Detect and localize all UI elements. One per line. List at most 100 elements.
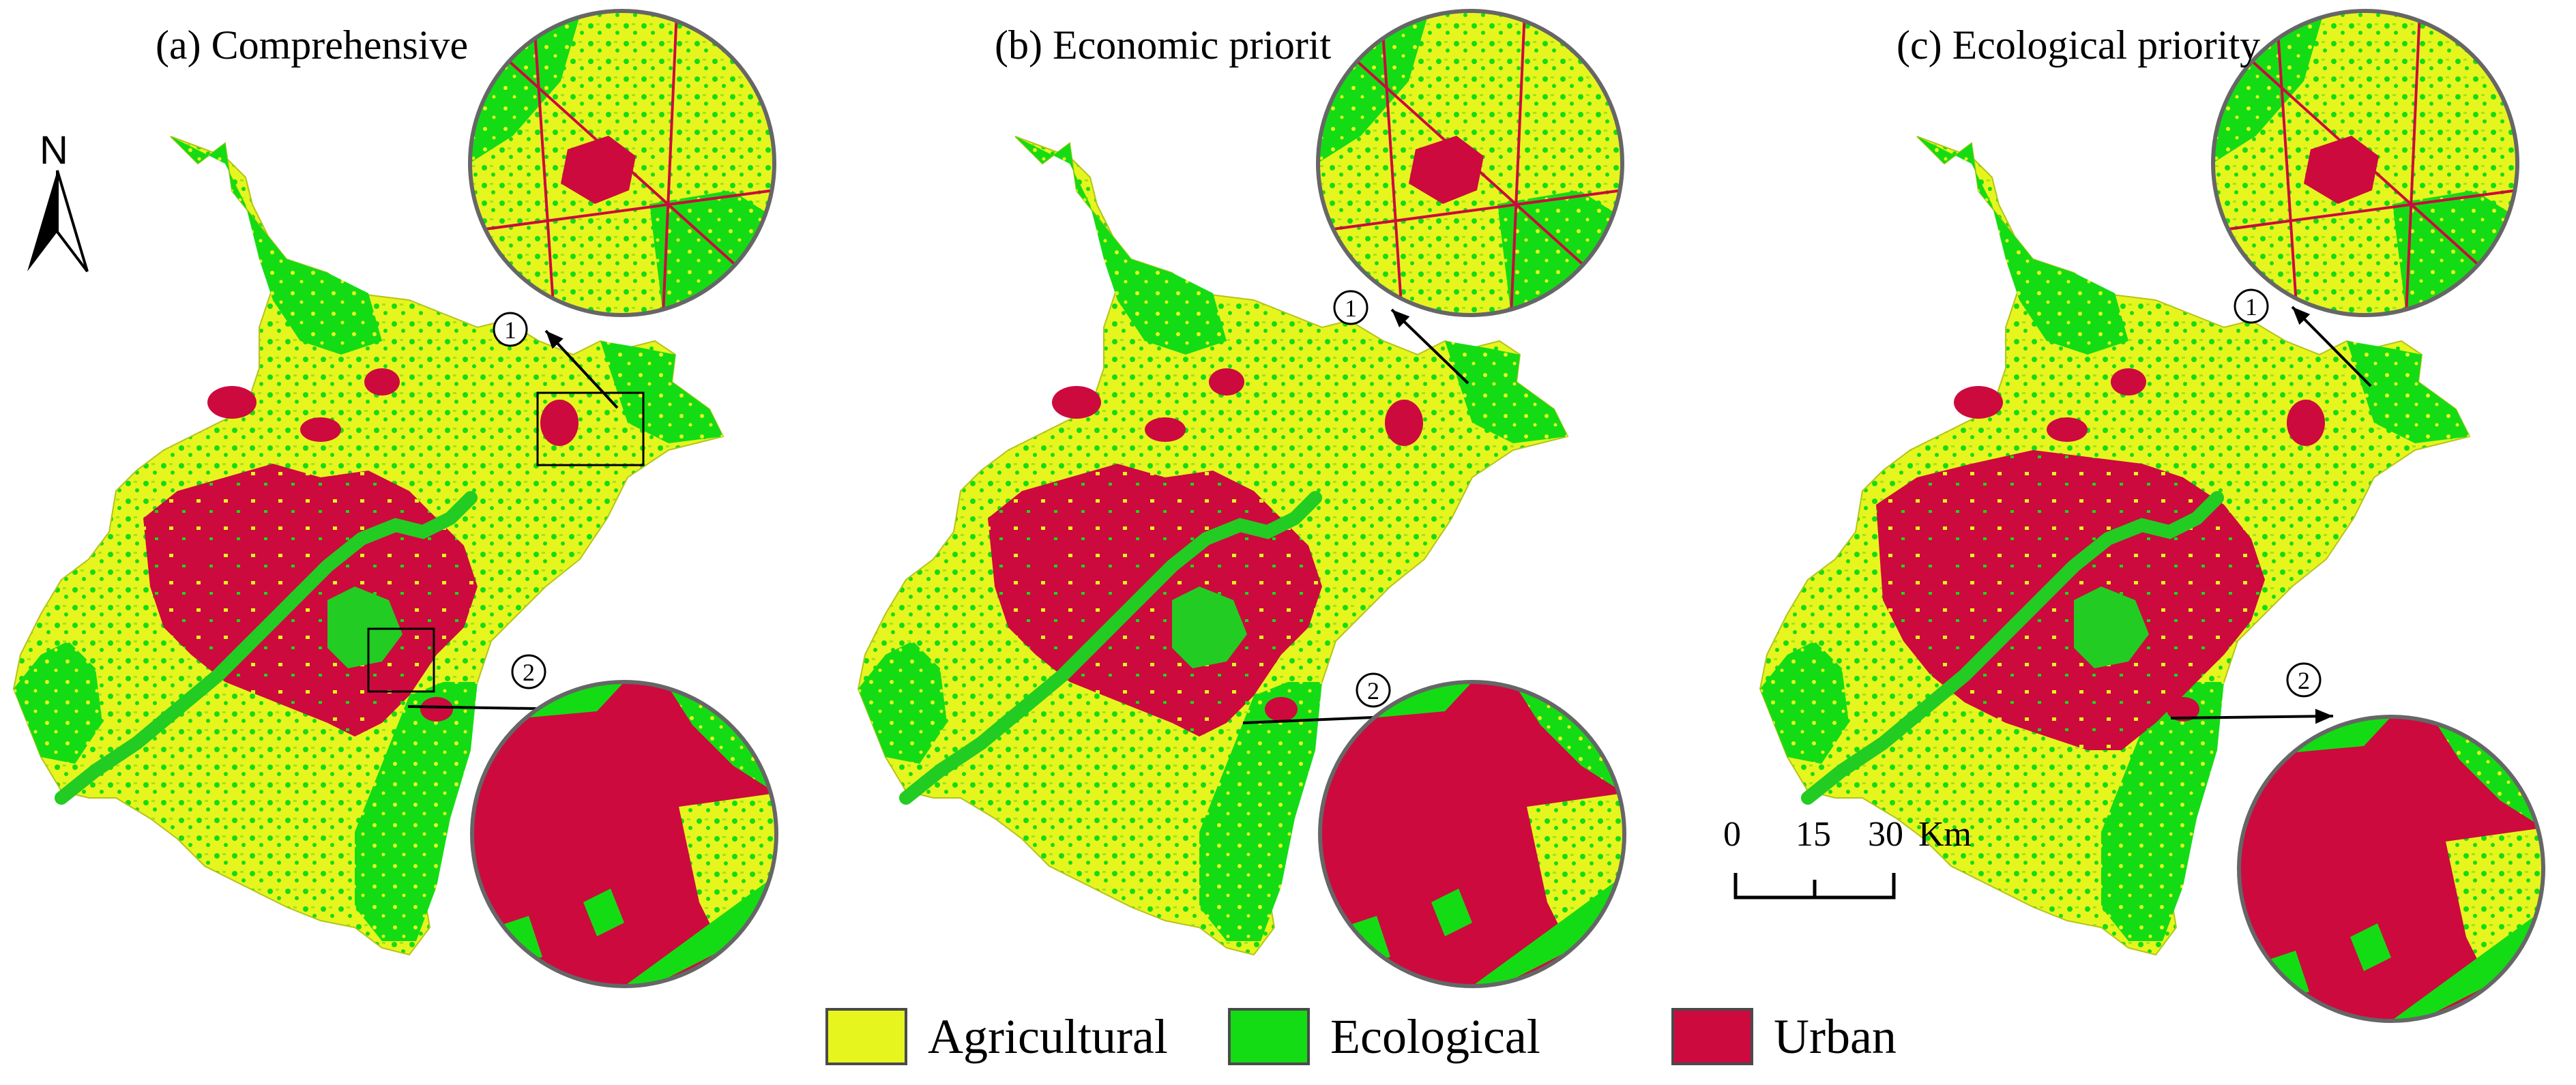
detail-top-road-a-rd4 [532,11,555,315]
detail-top-road-c-rd1 [2227,39,2503,287]
marker-label-c-1: 1 [2245,293,2257,321]
detail-bottom-river-c [2239,910,2543,1021]
urban-patch-a-1 [300,417,341,442]
urban-patch-c-2 [2111,368,2146,396]
marker-label-b-2: 2 [1367,677,1379,704]
detail-top-border-c [2211,9,2519,317]
detail-bottom-eco4-a [583,889,624,936]
marker-circle-b-1 [1333,290,1368,325]
detail-bottom-border-a [470,680,778,988]
detail-top-urban-c [2304,136,2379,204]
scale-tick-30: 30 [1868,815,1903,854]
marker-label-a-2: 2 [523,659,535,686]
detail-top-road-b-rd4 [1380,11,1403,315]
detail-top-road-a-rd2 [662,11,678,315]
scale-tick-15: 15 [1796,815,1831,854]
zoom-arrow-head-c-1 [2292,307,2311,325]
legend-label-ecological: Ecological [1330,1009,1540,1064]
urban-patch-c-1 [2047,417,2088,442]
detail-bottom-border-c [2237,715,2545,1023]
marker-circle-c-2 [2286,662,2322,698]
detail-top-urban-a [561,136,636,204]
scale-tick-0: 0 [1723,815,1741,854]
lake-c [2074,586,2149,668]
detail-top-road-a-rd3 [470,189,774,233]
ecological-west-a [14,641,102,764]
zoom-arrow-line-c-1 [2291,306,2372,387]
legend-label-urban: Urban [1774,1009,1897,1064]
urban-patch-b-3 [1385,400,1423,446]
north-arrow-left [27,170,57,271]
lake-a [327,586,402,668]
urban-patch-b-0 [1052,386,1101,419]
zoom-arrow-head-a-1 [546,331,564,349]
ecological-east-c [2347,341,2470,443]
detail-circle-bottom-a [470,680,778,988]
urban-patch-a-5 [420,697,453,722]
panel-title-b: (b) Economic priorit [995,23,1332,68]
marker-circle-c-1 [2234,288,2269,324]
urban-patch-a-0 [207,386,257,419]
detail-circle-top-b [1316,9,1624,317]
detail-bottom-eco4-b [1431,889,1472,936]
scale-bar-line [1733,873,1896,900]
detail-top-road-b-rd2 [1510,11,1526,315]
urban-patch-b-2 [1209,368,1244,396]
urban-patch-b-5 [1265,697,1298,722]
zoom-box-a-2 [367,627,435,693]
ecological-south-b [1199,682,1322,941]
legend-swatch-ecological [1228,1008,1310,1065]
north-label: N [40,128,68,173]
zoom-arrow-head-c-2 [2315,709,2333,724]
panel-title-c: (c) Ecological priority [1897,23,2261,68]
detail-top-border-a [468,9,776,317]
urban-patch-b-4 [1034,541,1064,563]
ecological-north-c [1917,136,2128,355]
legend-item-urban: Urban [1671,1008,1897,1065]
river-b [899,491,1322,805]
ecological-east-a [600,341,723,443]
legend-label-agricultural: Agricultural [928,1009,1168,1064]
ecological-north-b [1015,136,1227,355]
marker-label-b-1: 1 [1345,295,1357,322]
urban-patch-c-4 [1936,541,1966,563]
urban-patch-b-1 [1145,417,1186,442]
river-c [1801,491,2224,805]
urban-patch-c-0 [1954,386,2003,419]
legend-swatch-urban [1671,1008,1753,1065]
panel-title-a: (a) Comprehensive [156,23,469,68]
map-panel-a [12,136,724,956]
marker-label-a-1: 1 [504,316,516,344]
scale-unit: Km [1918,815,1972,854]
zoom-arrow-head-b-1 [1392,310,1410,327]
zoom-arrow-line-c-2 [2170,715,2334,719]
map-panel-c [1759,136,2471,956]
legend-swatch-agricultural [825,1008,907,1065]
marker-circle-a-1 [493,312,528,347]
ecological-south-c [2101,682,2224,941]
detail-circle-top-a [468,9,776,317]
ecological-west-c [1760,641,1849,764]
urban-patch-a-4 [190,541,220,563]
detail-top-road-b-rd3 [1318,189,1622,233]
detail-top-road-a-rd1 [484,39,760,287]
detail-top-road-c-rd3 [2213,189,2517,233]
zoom-box-a-1 [536,391,645,466]
legend-item-ecological: Ecological [1228,1008,1540,1065]
ecological-south-a [355,682,478,941]
river-a [55,491,478,805]
urban-patch-a-3 [540,400,579,446]
ecological-east-b [1445,341,1568,443]
detail-bottom-eco4-c [2350,923,2391,971]
detail-top-road-c-rd2 [2405,11,2421,315]
marker-circle-b-2 [1356,672,1391,708]
marker-label-c-2: 2 [2298,667,2310,694]
north-arrow-right [56,170,89,273]
map-panel-b [857,136,1569,956]
urban-patch-c-5 [2167,697,2199,722]
detail-circle-top-c [2211,9,2519,317]
legend-item-agricultural: Agricultural [825,1008,1168,1065]
urban-patch-a-2 [364,368,400,396]
